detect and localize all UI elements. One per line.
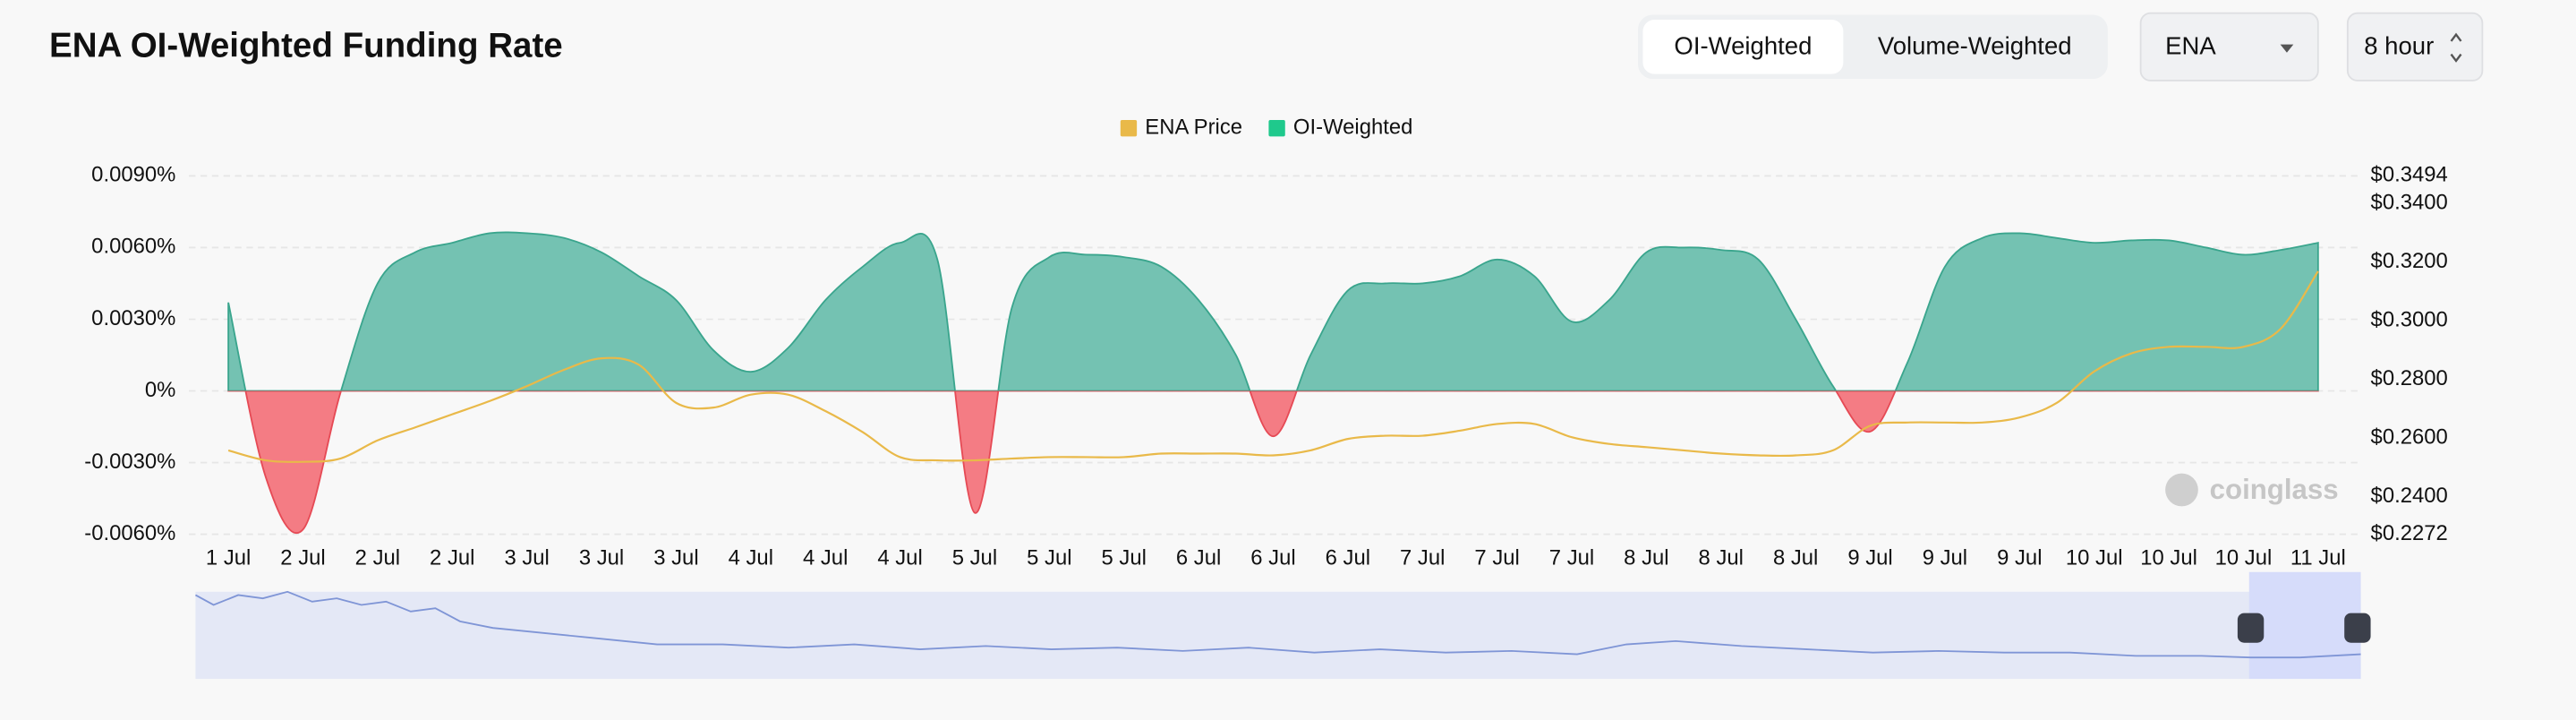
chart-title: ENA OI-Weighted Funding Rate bbox=[49, 26, 563, 64]
legend-label: ENA Price bbox=[1145, 115, 1242, 139]
watermark-icon bbox=[2165, 473, 2198, 507]
x-tick-label: 7 Jul bbox=[1400, 545, 1445, 570]
x-tick-label: 4 Jul bbox=[729, 545, 773, 570]
watermark-text: coinglass bbox=[2210, 474, 2339, 505]
interval-label: 8 hour bbox=[2364, 32, 2434, 60]
x-tick-label: 5 Jul bbox=[1027, 545, 1071, 570]
x-tick-label: 5 Jul bbox=[1102, 545, 1147, 570]
y2-tick-label: $0.3494 bbox=[2371, 163, 2448, 187]
navigator-handle[interactable] bbox=[2344, 613, 2371, 643]
navigator bbox=[194, 571, 2371, 680]
x-tick-label: 8 Jul bbox=[1773, 545, 1818, 570]
y-tick-label: -0.0030% bbox=[84, 450, 175, 474]
symbol-label: ENA bbox=[2165, 32, 2216, 60]
y2-tick-label: $0.2800 bbox=[2371, 366, 2448, 390]
watermark: coinglass bbox=[2165, 473, 2339, 507]
x-tick-label: 4 Jul bbox=[803, 545, 848, 570]
x-tick-label: 6 Jul bbox=[1326, 545, 1370, 570]
x-tick-label: 4 Jul bbox=[877, 545, 922, 570]
x-tick-label: 5 Jul bbox=[952, 545, 997, 570]
x-tick-label: 2 Jul bbox=[280, 545, 325, 570]
navigator-bg bbox=[195, 591, 2361, 680]
x-tick-label: 10 Jul bbox=[2215, 545, 2273, 570]
x-tick-label: 6 Jul bbox=[1176, 545, 1221, 570]
x-tick-label: 3 Jul bbox=[653, 545, 698, 570]
legend-swatch bbox=[1268, 120, 1285, 137]
legend-swatch bbox=[1120, 120, 1138, 137]
stepper-icon bbox=[2450, 32, 2462, 63]
x-tick-label: 10 Jul bbox=[2066, 545, 2123, 570]
navigator-handle[interactable] bbox=[2237, 613, 2265, 643]
tab[interactable]: OI-Weighted bbox=[1674, 32, 1812, 60]
y-tick-label: 0% bbox=[145, 378, 175, 402]
x-tick-label: 1 Jul bbox=[206, 545, 251, 570]
x-tick-label: 3 Jul bbox=[504, 545, 549, 570]
y2-tick-label: $0.2400 bbox=[2371, 484, 2448, 508]
y2-tick-label: $0.3000 bbox=[2371, 307, 2448, 331]
x-tick-label: 11 Jul bbox=[2290, 545, 2346, 570]
symbol-select[interactable] bbox=[2139, 12, 2319, 81]
y-tick-label: -0.0060% bbox=[84, 521, 175, 545]
y-tick-label: 0.0090% bbox=[91, 163, 175, 187]
tab-selected[interactable] bbox=[1642, 20, 1844, 74]
x-tick-label: 3 Jul bbox=[579, 545, 624, 570]
y-tick-label: 0.0060% bbox=[91, 235, 175, 259]
x-tick-label: 7 Jul bbox=[1474, 545, 1519, 570]
y-tick-label: 0.0030% bbox=[91, 306, 175, 330]
navigator-window[interactable] bbox=[2248, 571, 2361, 680]
price-line bbox=[227, 270, 2319, 463]
funding-area bbox=[227, 231, 2319, 535]
x-tick-label: 2 Jul bbox=[355, 545, 400, 570]
x-tick-label: 9 Jul bbox=[1847, 545, 1892, 570]
y2-tick-label: $0.2600 bbox=[2371, 424, 2448, 449]
y2-tick-label: $0.2272 bbox=[2371, 521, 2448, 545]
x-tick-label: 8 Jul bbox=[1699, 545, 1744, 570]
navigator-line bbox=[194, 590, 2361, 659]
x-tick-label: 9 Jul bbox=[1997, 545, 2042, 570]
x-tick-label: 2 Jul bbox=[430, 545, 474, 570]
x-tick-label: 9 Jul bbox=[1923, 545, 1967, 570]
y2-tick-label: $0.3400 bbox=[2371, 191, 2448, 215]
interval-select[interactable] bbox=[2346, 12, 2484, 81]
legend-label: OI-Weighted bbox=[1293, 115, 1413, 139]
x-tick-label: 8 Jul bbox=[1624, 545, 1668, 570]
tab[interactable]: Volume-Weighted bbox=[1878, 32, 2072, 60]
x-tick-label: 10 Jul bbox=[2140, 545, 2197, 570]
x-tick-label: 6 Jul bbox=[1250, 545, 1295, 570]
dropdown-arrow bbox=[2280, 44, 2294, 53]
y2-tick-label: $0.3200 bbox=[2371, 249, 2448, 273]
x-tick-label: 7 Jul bbox=[1549, 545, 1594, 570]
